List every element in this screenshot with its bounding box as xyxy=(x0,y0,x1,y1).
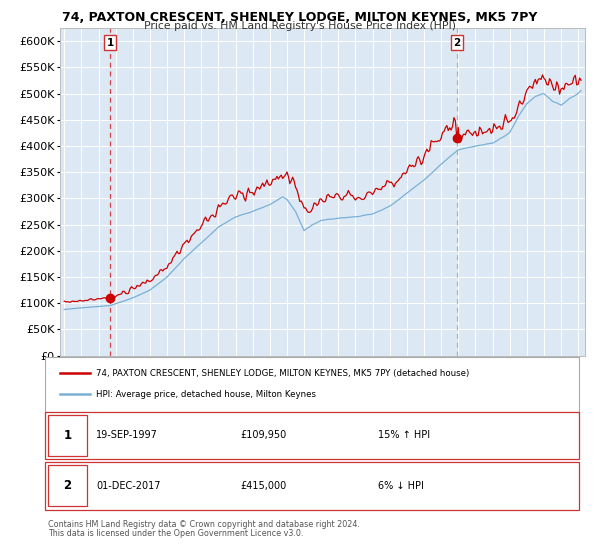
Text: 6% ↓ HPI: 6% ↓ HPI xyxy=(378,481,424,491)
Text: 2: 2 xyxy=(64,479,71,492)
Text: £415,000: £415,000 xyxy=(240,481,286,491)
Text: Contains HM Land Registry data © Crown copyright and database right 2024.: Contains HM Land Registry data © Crown c… xyxy=(48,520,360,529)
Text: 74, PAXTON CRESCENT, SHENLEY LODGE, MILTON KEYNES, MK5 7PY: 74, PAXTON CRESCENT, SHENLEY LODGE, MILT… xyxy=(62,11,538,24)
Text: Price paid vs. HM Land Registry's House Price Index (HPI): Price paid vs. HM Land Registry's House … xyxy=(144,21,456,31)
Text: 74, PAXTON CRESCENT, SHENLEY LODGE, MILTON KEYNES, MK5 7PY (detached house): 74, PAXTON CRESCENT, SHENLEY LODGE, MILT… xyxy=(96,369,469,378)
Text: £109,950: £109,950 xyxy=(240,431,286,440)
Text: 1: 1 xyxy=(64,429,71,442)
Text: 19-SEP-1997: 19-SEP-1997 xyxy=(96,431,158,440)
Text: HPI: Average price, detached house, Milton Keynes: HPI: Average price, detached house, Milt… xyxy=(96,390,316,399)
Text: 01-DEC-2017: 01-DEC-2017 xyxy=(96,481,161,491)
Text: 2: 2 xyxy=(453,38,460,48)
Text: 15% ↑ HPI: 15% ↑ HPI xyxy=(378,431,430,440)
Text: 1: 1 xyxy=(106,38,113,48)
Text: This data is licensed under the Open Government Licence v3.0.: This data is licensed under the Open Gov… xyxy=(48,529,304,538)
